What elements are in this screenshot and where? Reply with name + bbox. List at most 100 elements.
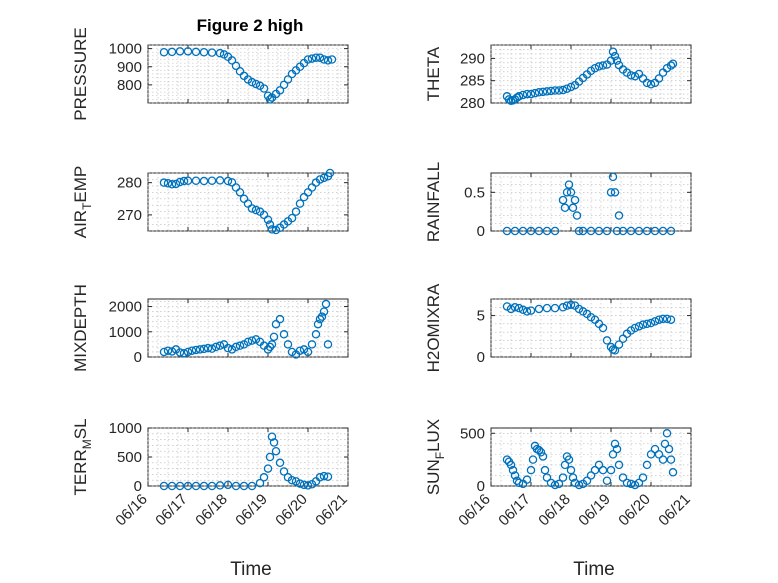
data-point	[251, 79, 261, 89]
data-point	[269, 438, 279, 447]
y-axis-label-main: TERR	[71, 449, 90, 495]
data-point	[303, 55, 313, 64]
data-point	[508, 465, 518, 475]
y-axis-label: MIXDEPTH	[71, 284, 90, 372]
y-axis-label-subscript: M	[80, 439, 94, 449]
data-point	[534, 304, 544, 314]
data-point	[283, 340, 293, 349]
data-point	[542, 226, 552, 236]
data-point	[626, 226, 636, 236]
data-point	[666, 315, 676, 324]
data-point	[654, 74, 664, 83]
y-tick-label: 2000	[109, 299, 142, 316]
data-point	[207, 344, 217, 353]
data-point	[546, 86, 556, 96]
data-point	[259, 473, 269, 482]
data-point	[554, 86, 564, 95]
data-point	[566, 300, 576, 310]
data-point	[227, 56, 237, 65]
data-point	[612, 56, 622, 65]
data-point	[506, 304, 516, 314]
data-point	[263, 464, 273, 473]
data-point	[634, 226, 644, 236]
subplot-4: 0 0.5 RAINFALL	[424, 162, 692, 242]
data-point	[231, 481, 241, 491]
data-point	[263, 345, 273, 354]
data-point	[534, 226, 544, 236]
data-point	[207, 48, 217, 57]
data-point	[183, 176, 193, 185]
data-point	[526, 306, 536, 315]
data-point	[666, 226, 676, 236]
data-point	[612, 226, 622, 236]
data-point	[650, 317, 660, 326]
data-point	[558, 85, 568, 95]
data-point	[560, 203, 570, 213]
data-point	[642, 319, 652, 329]
data-point	[183, 481, 193, 491]
y-axis-label: PRESSURE	[71, 27, 90, 121]
data-point	[658, 314, 668, 324]
data-point	[598, 61, 608, 70]
data-point	[568, 203, 578, 213]
data-point	[522, 89, 532, 99]
data-point	[323, 56, 333, 65]
data-point	[642, 226, 652, 236]
y-axis-label: RAINFALL	[424, 162, 443, 242]
data-point	[287, 475, 297, 485]
x-tick-label: 06/21	[655, 491, 694, 530]
y-axis-label-subscript: T	[80, 202, 94, 210]
data-point	[175, 481, 185, 491]
data-point	[612, 444, 622, 454]
y-tick-label: 500	[117, 449, 142, 466]
data-point	[321, 299, 331, 309]
data-point	[247, 481, 257, 491]
data-point	[223, 343, 233, 353]
data-point	[239, 481, 249, 491]
data-point	[199, 48, 209, 57]
data-point	[163, 346, 173, 355]
data-point	[311, 330, 321, 339]
data-point	[215, 341, 225, 350]
data-point	[199, 176, 209, 186]
data-point	[323, 472, 333, 481]
data-point	[319, 307, 329, 316]
data-point	[522, 475, 532, 484]
data-point	[590, 63, 600, 73]
data-point	[223, 480, 233, 490]
data-point	[235, 188, 245, 197]
data-point	[175, 177, 185, 187]
y-axis-label: TERRMSL	[71, 418, 94, 495]
data-point	[658, 455, 668, 464]
data-point	[159, 481, 169, 491]
data-point	[538, 452, 548, 461]
data-point	[279, 467, 289, 476]
data-point	[191, 345, 201, 355]
data-point	[275, 86, 285, 95]
data-point	[558, 303, 568, 312]
data-point	[554, 479, 564, 489]
data-point	[223, 176, 233, 186]
data-point	[662, 314, 672, 324]
data-point	[642, 78, 652, 88]
data-point	[566, 82, 576, 92]
data-point	[646, 80, 656, 89]
y-axis-label-main: H2OMIXRA	[424, 283, 443, 372]
data-point	[259, 84, 269, 93]
y-axis-label-main: MIXDEPTH	[71, 284, 90, 372]
data-point	[542, 303, 552, 313]
data-point	[622, 478, 632, 488]
data-point	[542, 87, 552, 96]
data-point	[662, 429, 672, 438]
y-axis-label-main: PRESSURE	[71, 27, 90, 121]
data-point	[510, 226, 520, 236]
data-point	[179, 348, 189, 358]
data-point	[610, 346, 620, 355]
data-point	[279, 330, 289, 339]
data-point	[183, 347, 193, 357]
data-point	[602, 476, 612, 485]
data-point	[307, 340, 317, 349]
y-tick-label: 500	[460, 425, 485, 442]
subplot-6: 0 5 H2OMIXRA	[424, 283, 692, 372]
